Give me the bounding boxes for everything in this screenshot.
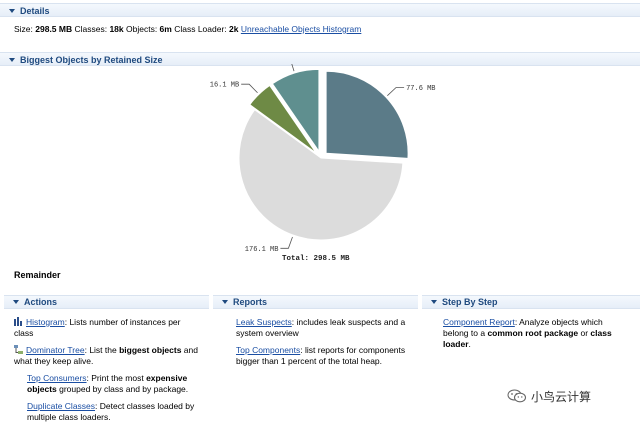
class-loader-count: 2k xyxy=(229,24,239,34)
slice-label: 176.1 MB xyxy=(245,246,279,254)
leader-line xyxy=(291,64,295,72)
action-duplicate-classes: Duplicate Classes: Detect classes loaded… xyxy=(27,401,195,422)
details-title: Details xyxy=(20,6,50,16)
remainder-label: Remainder xyxy=(14,270,61,280)
tree-icon xyxy=(14,345,23,354)
collapse-icon[interactable] xyxy=(222,300,228,305)
collapse-icon[interactable] xyxy=(9,58,15,63)
leader-line xyxy=(387,87,405,97)
class-count: 18k xyxy=(109,24,124,34)
slice-label: 28.6 MB xyxy=(251,64,280,65)
object-count: 6m xyxy=(159,24,172,34)
top-consumers-link[interactable]: Top Consumers xyxy=(27,373,87,383)
details-header[interactable]: Details xyxy=(0,3,640,17)
step-by-step-header[interactable]: Step By Step xyxy=(422,295,640,309)
action-top-consumers: Top Consumers: Print the most expensive … xyxy=(27,373,189,394)
component-report-link[interactable]: Component Report xyxy=(443,317,515,327)
pie-slice[interactable] xyxy=(325,70,409,159)
report-top-components: Top Components: list reports for compone… xyxy=(236,345,406,366)
step-component-report: Component Report: Analyze objects which … xyxy=(443,317,612,349)
total-label: Total: 298.5 MB xyxy=(282,255,350,263)
collapse-icon[interactable] xyxy=(13,300,19,305)
leader-line xyxy=(280,236,293,249)
top-components-link[interactable]: Top Components xyxy=(236,345,301,355)
pie-slice[interactable] xyxy=(238,109,404,241)
slice-label: 77.6 MB xyxy=(406,85,435,93)
pie-slice[interactable] xyxy=(271,68,320,153)
biggest-objects-header[interactable]: Biggest Objects by Retained Size xyxy=(0,52,640,66)
slice-label: 16.1 MB xyxy=(210,82,239,90)
watermark: 小鸟云计算 xyxy=(507,388,591,405)
leak-suspects-link[interactable]: Leak Suspects xyxy=(236,317,292,327)
retained-size-pie-chart[interactable]: 77.6 MB 176.1 MB 16.1 MB 28.6 MB Total: 298… xyxy=(0,64,640,269)
collapse-icon[interactable] xyxy=(431,300,437,305)
dominator-tree-link[interactable]: Dominator Tree xyxy=(26,345,85,355)
action-dominator-tree: Dominator Tree: List the biggest objects… xyxy=(14,345,198,366)
pie-slice[interactable] xyxy=(249,84,317,154)
histogram-link[interactable]: Histogram xyxy=(26,317,65,327)
biggest-objects-title: Biggest Objects by Retained Size xyxy=(20,55,163,65)
report-leak-suspects: Leak Suspects: includes leak suspects an… xyxy=(236,317,406,338)
duplicate-classes-link[interactable]: Duplicate Classes xyxy=(27,401,96,411)
collapse-icon[interactable] xyxy=(9,9,15,14)
actions-header[interactable]: Actions xyxy=(4,295,209,309)
reports-header[interactable]: Reports xyxy=(213,295,418,309)
wechat-icon xyxy=(507,389,527,403)
histogram-icon xyxy=(14,317,22,326)
heap-size: 298.5 MB xyxy=(35,24,73,34)
leader-line xyxy=(241,83,258,94)
unreachable-histogram-link[interactable]: Unreachable Objects Histogram xyxy=(240,24,362,34)
action-histogram: Histogram: Lists number of instances per… xyxy=(14,317,181,338)
details-summary: Size: 298.5 MB Classes: 18k Objects: 6m … xyxy=(14,24,362,34)
